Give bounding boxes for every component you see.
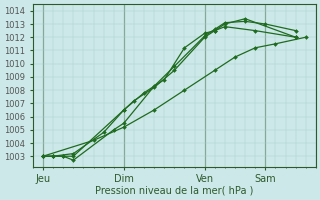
X-axis label: Pression niveau de la mer( hPa ): Pression niveau de la mer( hPa ) — [95, 186, 253, 196]
